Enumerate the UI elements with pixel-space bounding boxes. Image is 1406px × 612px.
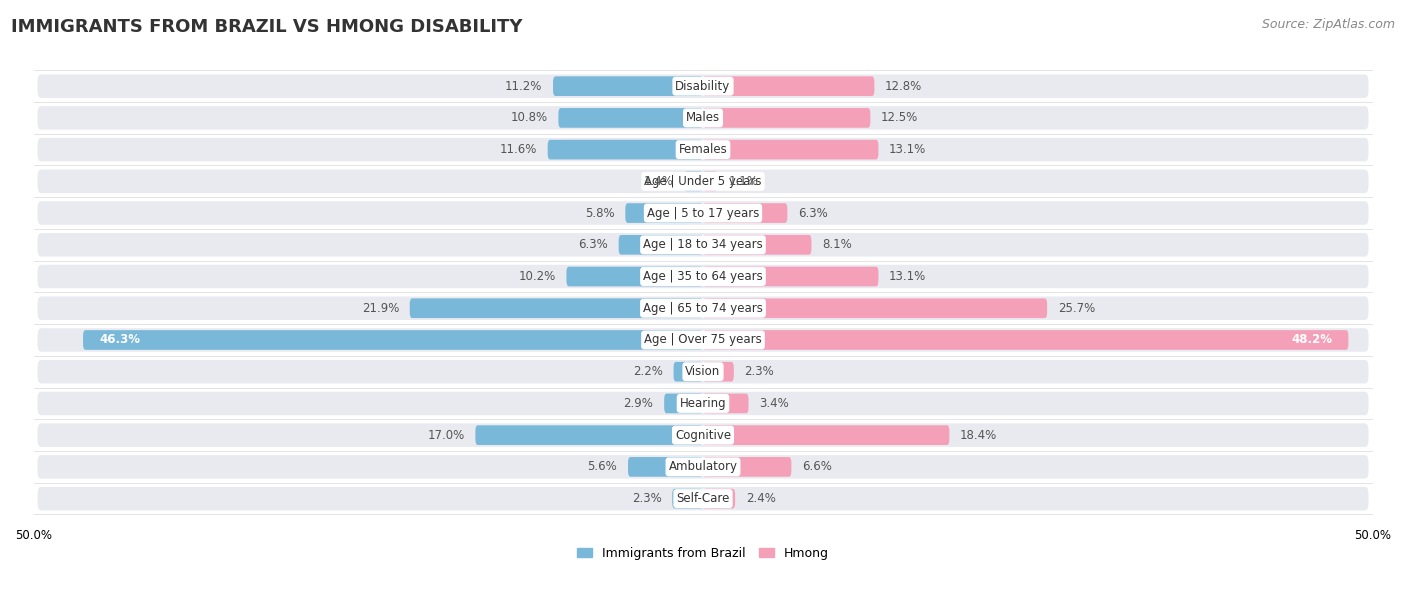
FancyBboxPatch shape	[703, 489, 735, 509]
Text: Ambulatory: Ambulatory	[668, 460, 738, 473]
Text: 8.1%: 8.1%	[823, 238, 852, 252]
FancyBboxPatch shape	[703, 425, 949, 445]
FancyBboxPatch shape	[553, 76, 703, 96]
Text: 2.3%: 2.3%	[631, 492, 661, 505]
FancyBboxPatch shape	[83, 330, 703, 350]
Text: Age | 35 to 64 years: Age | 35 to 64 years	[643, 270, 763, 283]
FancyBboxPatch shape	[703, 394, 748, 413]
FancyBboxPatch shape	[38, 392, 1368, 415]
FancyBboxPatch shape	[38, 296, 1368, 320]
Text: 3.4%: 3.4%	[759, 397, 789, 410]
FancyBboxPatch shape	[703, 171, 717, 191]
Text: Age | Over 75 years: Age | Over 75 years	[644, 334, 762, 346]
Text: Age | 5 to 17 years: Age | 5 to 17 years	[647, 207, 759, 220]
FancyBboxPatch shape	[703, 235, 811, 255]
Text: Source: ZipAtlas.com: Source: ZipAtlas.com	[1261, 18, 1395, 31]
Text: 25.7%: 25.7%	[1057, 302, 1095, 315]
Text: 48.2%: 48.2%	[1291, 334, 1333, 346]
Text: 11.2%: 11.2%	[505, 80, 543, 92]
FancyBboxPatch shape	[703, 457, 792, 477]
FancyBboxPatch shape	[38, 360, 1368, 384]
Text: 2.2%: 2.2%	[633, 365, 662, 378]
FancyBboxPatch shape	[673, 362, 703, 381]
Text: 10.8%: 10.8%	[510, 111, 548, 124]
FancyBboxPatch shape	[703, 330, 1348, 350]
FancyBboxPatch shape	[628, 457, 703, 477]
Text: 12.5%: 12.5%	[882, 111, 918, 124]
FancyBboxPatch shape	[38, 328, 1368, 352]
Text: 6.3%: 6.3%	[799, 207, 828, 220]
FancyBboxPatch shape	[567, 267, 703, 286]
FancyBboxPatch shape	[703, 362, 734, 381]
FancyBboxPatch shape	[475, 425, 703, 445]
FancyBboxPatch shape	[38, 75, 1368, 98]
FancyBboxPatch shape	[703, 108, 870, 128]
Text: 10.2%: 10.2%	[519, 270, 555, 283]
Text: 13.1%: 13.1%	[889, 270, 927, 283]
FancyBboxPatch shape	[548, 140, 703, 160]
FancyBboxPatch shape	[38, 455, 1368, 479]
FancyBboxPatch shape	[703, 267, 879, 286]
FancyBboxPatch shape	[38, 233, 1368, 256]
Text: 6.6%: 6.6%	[801, 460, 832, 473]
FancyBboxPatch shape	[38, 138, 1368, 162]
FancyBboxPatch shape	[38, 424, 1368, 447]
Text: Disability: Disability	[675, 80, 731, 92]
Text: Age | 18 to 34 years: Age | 18 to 34 years	[643, 238, 763, 252]
Text: Females: Females	[679, 143, 727, 156]
Legend: Immigrants from Brazil, Hmong: Immigrants from Brazil, Hmong	[572, 542, 834, 565]
Text: 1.4%: 1.4%	[644, 175, 673, 188]
Text: 2.3%: 2.3%	[745, 365, 775, 378]
Text: Cognitive: Cognitive	[675, 428, 731, 442]
Text: 13.1%: 13.1%	[889, 143, 927, 156]
Text: 1.1%: 1.1%	[728, 175, 758, 188]
Text: IMMIGRANTS FROM BRAZIL VS HMONG DISABILITY: IMMIGRANTS FROM BRAZIL VS HMONG DISABILI…	[11, 18, 523, 36]
FancyBboxPatch shape	[685, 171, 703, 191]
Text: Males: Males	[686, 111, 720, 124]
Text: 2.9%: 2.9%	[624, 397, 654, 410]
Text: 17.0%: 17.0%	[427, 428, 464, 442]
Text: 46.3%: 46.3%	[98, 334, 141, 346]
Text: 18.4%: 18.4%	[960, 428, 997, 442]
FancyBboxPatch shape	[703, 203, 787, 223]
Text: 12.8%: 12.8%	[886, 80, 922, 92]
Text: 5.6%: 5.6%	[588, 460, 617, 473]
FancyBboxPatch shape	[38, 170, 1368, 193]
FancyBboxPatch shape	[672, 489, 703, 509]
Text: Hearing: Hearing	[679, 397, 727, 410]
Text: 5.8%: 5.8%	[585, 207, 614, 220]
Text: Self-Care: Self-Care	[676, 492, 730, 505]
Text: Age | Under 5 years: Age | Under 5 years	[644, 175, 762, 188]
FancyBboxPatch shape	[38, 487, 1368, 510]
FancyBboxPatch shape	[703, 299, 1047, 318]
Text: 21.9%: 21.9%	[361, 302, 399, 315]
Text: 2.4%: 2.4%	[745, 492, 776, 505]
FancyBboxPatch shape	[626, 203, 703, 223]
FancyBboxPatch shape	[703, 76, 875, 96]
Text: 11.6%: 11.6%	[499, 143, 537, 156]
FancyBboxPatch shape	[38, 265, 1368, 288]
FancyBboxPatch shape	[558, 108, 703, 128]
FancyBboxPatch shape	[38, 106, 1368, 130]
FancyBboxPatch shape	[38, 201, 1368, 225]
FancyBboxPatch shape	[409, 299, 703, 318]
Text: 6.3%: 6.3%	[578, 238, 607, 252]
FancyBboxPatch shape	[664, 394, 703, 413]
Text: Age | 65 to 74 years: Age | 65 to 74 years	[643, 302, 763, 315]
Text: Vision: Vision	[685, 365, 721, 378]
FancyBboxPatch shape	[703, 140, 879, 160]
FancyBboxPatch shape	[619, 235, 703, 255]
